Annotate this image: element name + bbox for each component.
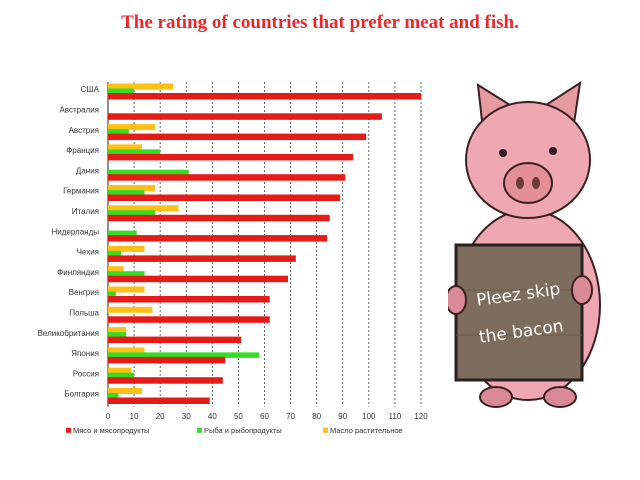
veg-bar (108, 124, 155, 131)
legend-label: Масло растительное (330, 426, 403, 435)
fish-bar (108, 149, 161, 155)
x-tick-label: 10 (130, 412, 139, 421)
category-label: Дания (76, 166, 99, 175)
fish-bar (108, 169, 189, 176)
category-label: Япония (71, 349, 99, 358)
meat-bar (108, 255, 296, 262)
meat-bar (108, 296, 270, 303)
x-tick-label: 40 (208, 412, 217, 421)
x-tick-label: 20 (156, 412, 165, 421)
category-label: Болгария (64, 390, 99, 399)
category-label: Германия (63, 187, 99, 196)
fish-bar (108, 250, 122, 257)
veg-bar (108, 286, 145, 293)
category-label: Россия (73, 369, 99, 378)
legend-label: Рыба и рыбопродукты (204, 426, 282, 435)
category-label: Чехия (77, 248, 99, 257)
meat-bar (108, 275, 288, 283)
x-tick-label: 50 (234, 412, 243, 421)
veg-bar (108, 144, 142, 151)
meat-bar (108, 336, 242, 344)
meat-bar (108, 214, 330, 222)
meat-bar (108, 133, 367, 141)
pig-illustration: Pleez skip the bacon (445, 75, 608, 415)
category-label: США (81, 85, 100, 94)
fish-bar (108, 271, 145, 277)
legend-swatch (66, 427, 71, 433)
meat-bar (108, 93, 421, 100)
legend-swatch (323, 427, 328, 433)
meat-bar (108, 377, 223, 384)
legend-label: Мясо и мясопродукты (73, 426, 149, 435)
meat-bar (108, 194, 341, 201)
fish-bar (108, 129, 129, 135)
category-label: Австрия (69, 126, 99, 135)
veg-bar (108, 205, 179, 212)
fish-bar (108, 230, 137, 237)
x-tick-label: 0 (106, 412, 111, 421)
bar-chart: 0 10 20 30 40 50 60 70 80 90 100 110 120 США Австралия… (38, 82, 428, 435)
x-tick-label: 110 (389, 412, 402, 421)
veg-bar (108, 388, 142, 394)
x-tick-label: 60 (260, 412, 269, 421)
meat-bar (108, 356, 226, 364)
x-tick-label: 100 (362, 412, 376, 421)
veg-bar (108, 83, 174, 90)
legend-swatch (197, 427, 202, 433)
veg-bar (108, 245, 145, 252)
veg-bar (108, 306, 153, 313)
category-label: Венгрия (69, 288, 99, 297)
x-tick-label: 90 (338, 412, 347, 421)
fish-bar (108, 372, 135, 379)
category-label: Италия (72, 207, 99, 216)
category-label: Австралия (59, 105, 99, 114)
veg-bar (108, 367, 132, 374)
fish-bar (108, 393, 119, 399)
x-tick-label: 80 (312, 412, 321, 421)
veg-bar (108, 266, 124, 273)
meat-bar (108, 397, 210, 404)
fish-bar (108, 332, 127, 338)
category-label: Великобритания (38, 329, 99, 338)
veg-bar (108, 347, 145, 354)
x-tick-label: 120 (414, 412, 428, 421)
x-tick-label: 30 (182, 412, 191, 421)
meat-bar (108, 316, 270, 323)
fish-bar (108, 352, 260, 358)
pig-icon: Pleez skip the bacon (445, 80, 601, 408)
fish-bar (108, 291, 116, 297)
veg-bar (108, 327, 127, 334)
meat-bar (108, 174, 346, 181)
category-label: Польша (69, 308, 99, 317)
category-label: Нидерланды (52, 227, 100, 236)
chart-title: The rating of countries that prefer meat… (121, 12, 519, 33)
veg-bar (108, 185, 155, 191)
meat-bar (108, 113, 382, 120)
fish-bar (108, 210, 155, 216)
category-label: Франция (66, 146, 99, 155)
fish-bar (108, 190, 145, 196)
x-tick-label: 70 (286, 412, 295, 421)
meat-bar (108, 235, 328, 242)
fish-bar (108, 88, 135, 94)
meat-bar (108, 153, 354, 161)
category-label: Финляндия (57, 268, 99, 277)
